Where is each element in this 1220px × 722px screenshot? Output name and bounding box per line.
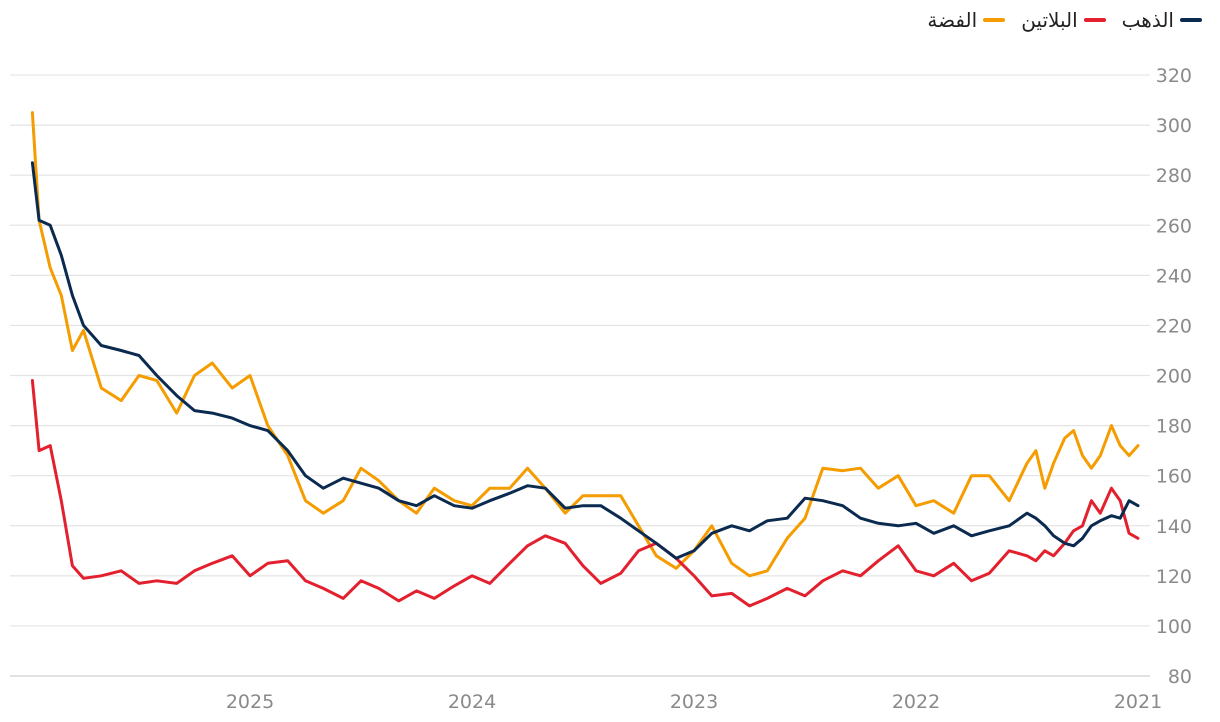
x-tick-label: 2023 <box>670 691 718 713</box>
y-tick-label: 120 <box>1156 566 1192 588</box>
y-tick-label: 260 <box>1156 215 1192 237</box>
y-tick-label: 160 <box>1156 466 1192 488</box>
y-tick-label: 280 <box>1156 165 1192 187</box>
x-tick-label: 2022 <box>892 691 940 713</box>
x-axis-ticks: 2021 2022 2023 2024 2025 <box>226 691 1162 713</box>
y-tick-label: 180 <box>1156 416 1192 438</box>
y-axis-ticks: 80 100 120 140 160 180 200 220 240 260 280 300 320 <box>1156 65 1192 688</box>
y-tick-label: 300 <box>1156 115 1192 137</box>
legend-label-gold: الذهب <box>1121 8 1174 32</box>
legend-item-silver: الفضة <box>927 8 1006 32</box>
y-tick-label: 240 <box>1156 265 1192 287</box>
series-line-platinum <box>30 379 1140 608</box>
legend: الذهب البلاتين الفضة <box>927 8 1202 32</box>
x-tick-label: 2025 <box>226 691 274 713</box>
legend-swatch-platinum <box>1083 18 1106 22</box>
x-tick-label: 2021 <box>1114 691 1162 713</box>
gridlines <box>10 74 1150 677</box>
x-tick-label: 2024 <box>448 691 496 713</box>
y-tick-label: 320 <box>1156 65 1192 87</box>
legend-swatch-silver <box>983 18 1006 22</box>
legend-label-platinum: البلاتين <box>1021 8 1078 32</box>
legend-item-platinum: البلاتين <box>1021 8 1106 32</box>
y-tick-label: 220 <box>1156 315 1192 337</box>
y-tick-label: 100 <box>1156 616 1192 638</box>
y-tick-label: 80 <box>1168 666 1192 688</box>
legend-item-gold: الذهب <box>1122 8 1202 32</box>
series-line-silver <box>30 111 1140 578</box>
y-tick-label: 140 <box>1156 516 1192 538</box>
series-line-gold <box>30 161 1140 560</box>
legend-label-silver: الفضة <box>927 8 978 32</box>
legend-swatch-gold <box>1180 18 1202 22</box>
series-lines <box>30 111 1140 608</box>
y-tick-label: 200 <box>1156 366 1192 388</box>
